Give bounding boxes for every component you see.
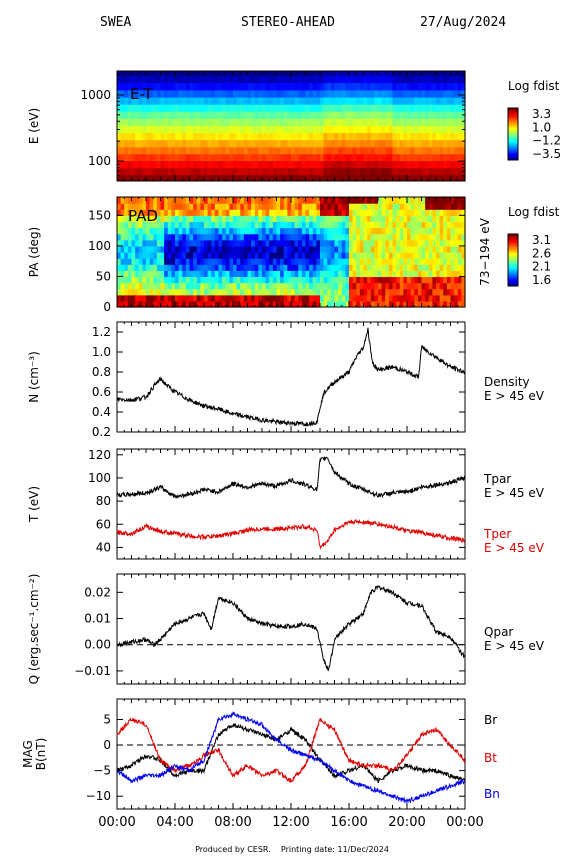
energy-colorbar-title: Log fdist — [508, 79, 560, 93]
x-tick-4: 16:00 — [330, 815, 367, 830]
density-tick-2: 0.6 — [92, 385, 111, 399]
mag-series-bt — [116, 718, 466, 783]
energy-panel-label: E-T — [130, 85, 154, 103]
density-legend-sublabel: E > 45 eV — [484, 389, 545, 403]
pad-panel-label: PAD — [128, 207, 158, 225]
heat_flux-tick-1: 0.00 — [84, 638, 111, 652]
mag-tick-3: 5 — [103, 712, 111, 726]
pad-colorbar — [507, 233, 519, 287]
pad-colorbar-title: Log fdist — [508, 205, 560, 219]
density-legend-name: Density — [484, 375, 530, 389]
temperature-legend-tper: Tper — [483, 527, 511, 541]
temperature-panel — [116, 448, 466, 560]
density-series-density — [116, 327, 466, 428]
mag-tick-0: −10 — [86, 789, 111, 803]
pad-colorbar-tick-1: 2.6 — [532, 246, 551, 260]
mag-legend-bn: Bn — [484, 787, 500, 801]
pad-colorbar-tick-0: 3.1 — [532, 233, 551, 247]
x-tick-0: 00:00 — [98, 815, 135, 830]
pad-tick-1: 50 — [96, 269, 111, 283]
x-tick-5: 20:00 — [388, 815, 425, 830]
mag-legend-bt: Bt — [484, 751, 497, 765]
density-tick-4: 1.0 — [92, 345, 111, 359]
pad-tick-3: 150 — [88, 208, 111, 222]
temperature-tick-4: 120 — [88, 448, 111, 462]
temperature-ylabel: T (eV) — [27, 486, 41, 523]
x-tick-2: 08:00 — [214, 815, 251, 830]
footer-printing-date: Printing date: 11/Dec/2024 — [280, 845, 389, 854]
density-ylabel: N (cm⁻³) — [27, 351, 41, 403]
x-tick-6: 00:00 — [446, 815, 483, 830]
energy-tick-1: 1000 — [80, 88, 111, 102]
pad-colorbar-tick-3: 1.6 — [532, 273, 551, 287]
temperature-series-tper — [116, 518, 466, 550]
mag-ylabel-line2: B(nT) — [34, 738, 48, 771]
density-tick-1: 0.4 — [92, 405, 111, 419]
temperature-legend-tper-sublabel: E > 45 eV — [484, 541, 545, 555]
energy-colorbar-tick-3: −3.5 — [532, 147, 561, 161]
pad-tick-2: 100 — [88, 239, 111, 253]
density-tick-3: 0.8 — [92, 365, 111, 379]
energy-ylabel: E (eV) — [27, 108, 41, 144]
energy-tick-0: 100 — [88, 154, 111, 168]
pad-colorbar-tick-2: 2.1 — [532, 260, 551, 274]
energy-colorbar — [507, 107, 519, 161]
temperature-tick-3: 100 — [88, 471, 111, 485]
temperature-tick-0: 40 — [96, 540, 111, 554]
heat-flux-legend-name: Qpar — [484, 625, 513, 639]
heat-flux-ylabel: Q (erg.sec⁻¹.cm⁻²) — [27, 574, 41, 685]
temperature-series-tpar — [116, 456, 466, 499]
mag-legend-br: Br — [484, 713, 497, 727]
energy-colorbar-tick-0: 3.3 — [532, 107, 551, 121]
density-panel — [116, 321, 466, 433]
mag-series-br — [116, 723, 466, 784]
heat_flux-tick-0: −0.01 — [74, 664, 111, 678]
heat_flux-tick-3: 0.02 — [84, 585, 111, 599]
footer-produced-by: Produced by CESR. — [195, 845, 271, 854]
density-tick-5: 1.2 — [92, 325, 111, 339]
mag-tick-2: 0 — [103, 738, 111, 752]
mag-series-bn — [116, 711, 466, 804]
temperature-tick-2: 80 — [96, 494, 111, 508]
temperature-tick-1: 60 — [96, 517, 111, 531]
heat_flux-series-qpar — [116, 585, 466, 672]
header-spacecraft: STEREO-AHEAD — [241, 15, 335, 30]
mag-tick-1: −5 — [93, 764, 111, 778]
temperature-legend-tpar: Tpar — [483, 472, 511, 486]
pad-energy-range-label: 73−194 eV — [478, 217, 492, 285]
mag-panel — [116, 698, 466, 810]
heat_flux-tick-2: 0.01 — [84, 612, 111, 626]
pad-ylabel: PA (deg) — [27, 227, 41, 277]
x-tick-1: 04:00 — [156, 815, 193, 830]
energy-colorbar-tick-2: −1.2 — [532, 134, 561, 148]
pad-tick-0: 0 — [103, 300, 111, 314]
x-tick-3: 12:00 — [272, 815, 309, 830]
header-date: 27/Aug/2024 — [420, 15, 507, 30]
mag-ylabel-line1: MAG — [21, 740, 35, 768]
density-tick-0: 0.2 — [92, 425, 111, 439]
temperature-legend-tpar-sublabel: E > 45 eV — [484, 486, 545, 500]
footer: Produced by CESR. Printing date: 11/Dec/… — [0, 845, 584, 854]
heat-flux-legend-sublabel: E > 45 eV — [484, 639, 545, 653]
energy-colorbar-tick-1: 1.0 — [532, 120, 551, 134]
header-instrument: SWEA — [100, 15, 132, 30]
